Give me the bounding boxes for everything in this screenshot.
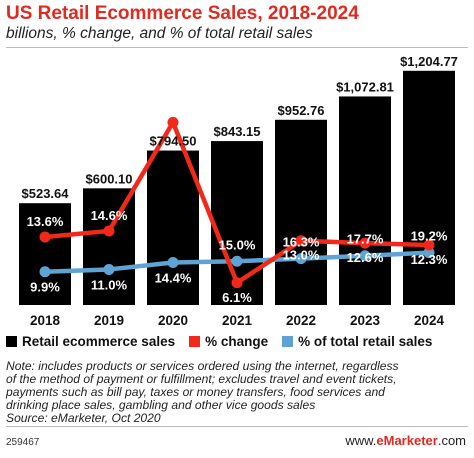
- lines-layer: [39, 116, 435, 289]
- legend-item-change: % change: [189, 334, 268, 349]
- labels-layer: $523.64 2018 $600.10 2019 $794.50 2020 $843.15…: [22, 54, 458, 328]
- share-value-label: 19.2%: [411, 229, 448, 244]
- change-value-label: 14.6%: [91, 208, 128, 223]
- title-divider: [6, 47, 468, 48]
- x-tick-label: 2019: [94, 313, 124, 328]
- bar: [275, 119, 327, 306]
- x-tick-label: 2020: [158, 313, 188, 328]
- bar-value-label: $1,204.77: [400, 54, 458, 69]
- share-line-point: [295, 253, 307, 265]
- legend-label-change: % change: [205, 334, 269, 349]
- footer-divider: [6, 426, 468, 427]
- note-line: Note: includes products or services orde…: [6, 359, 399, 373]
- brand-prefix: www.: [345, 433, 377, 448]
- x-tick-label: 2022: [286, 313, 316, 328]
- change-line-point: [103, 225, 115, 237]
- brand-logo[interactable]: www.eMarketer.com: [345, 433, 466, 448]
- bar: [403, 70, 455, 305]
- share-value-label: 11.0%: [91, 277, 128, 292]
- change-line-point: [39, 231, 51, 243]
- note-line: of the method of payment or fulfillment;…: [6, 372, 397, 386]
- change-line-point: [359, 237, 371, 249]
- change-line-point: [167, 116, 179, 128]
- bar: [147, 150, 199, 305]
- chart-note: Note: includes products or services orde…: [6, 360, 468, 425]
- legend-swatch-sales: [6, 336, 17, 347]
- chart-subtitle: billions, % change, and % of total retai…: [6, 25, 313, 42]
- bar: [83, 188, 135, 305]
- bar-value-label: $794.50: [150, 134, 197, 149]
- share-line-point: [39, 266, 51, 278]
- x-tick-label: 2023: [350, 313, 381, 328]
- legend-swatch-change: [189, 336, 201, 347]
- share-line-point: [231, 255, 243, 267]
- legend-label-share: % of total retail sales: [298, 334, 433, 349]
- change-value-label: 13.0%: [283, 248, 320, 263]
- change-value-label: 12.6%: [347, 250, 384, 265]
- change-line-point: [423, 239, 435, 251]
- share-line-point: [423, 247, 435, 259]
- x-tick-label: 2024: [414, 313, 445, 328]
- brand-name: eMarketer: [376, 433, 438, 448]
- legend: Retail ecommerce sales % change % of tot…: [6, 334, 432, 349]
- share-value-label: 15.0%: [219, 237, 256, 252]
- legend-item-share: % of total retail sales: [282, 334, 432, 349]
- change-value-label: 32.4%: [155, 98, 192, 113]
- change-value-label: 12.3%: [411, 252, 448, 267]
- share-value-label: 16.3%: [283, 235, 320, 250]
- source-line: Source: eMarketer, Oct 2020: [6, 411, 161, 425]
- bar-value-label: $600.10: [86, 171, 133, 186]
- brand-suffix: .com: [437, 433, 466, 448]
- share-line-point: [167, 256, 179, 268]
- share-value-label: 9.9%: [30, 280, 60, 295]
- x-tick-label: 2021: [222, 313, 253, 328]
- note-line: drinking place sales, gambling and other…: [6, 398, 316, 412]
- ecommerce-chart: $523.64 2018 $600.10 2019 $794.50 2020 $843.15…: [19, 54, 458, 328]
- chart-title: US Retail Ecommerce Sales, 2018-2024: [6, 3, 359, 24]
- legend-item-sales: Retail ecommerce sales: [6, 334, 175, 349]
- change-line-point: [295, 235, 307, 247]
- bar-value-label: $952.76: [278, 103, 325, 118]
- bar-value-label: $1,072.81: [336, 79, 394, 94]
- bar-value-label: $843.15: [214, 124, 261, 139]
- share-value-label: 17.7%: [347, 232, 384, 247]
- change-line-point: [231, 277, 243, 289]
- x-tick-label: 2018: [30, 313, 61, 328]
- legend-label-sales: Retail ecommerce sales: [22, 334, 176, 349]
- bar: [19, 203, 71, 305]
- legend-swatch-share: [282, 336, 294, 347]
- change-value-label: 6.1%: [222, 290, 252, 305]
- bar-value-label: $523.64: [22, 186, 70, 201]
- share-value-label: 14.4%: [155, 270, 192, 285]
- bar: [339, 96, 391, 305]
- chart-id: 259467: [6, 437, 40, 448]
- share-line-point: [103, 263, 115, 275]
- note-line: payments such as bill pay, taxes or mone…: [6, 385, 385, 399]
- change-value-label: 13.6%: [27, 214, 64, 229]
- share-line-point: [359, 250, 371, 262]
